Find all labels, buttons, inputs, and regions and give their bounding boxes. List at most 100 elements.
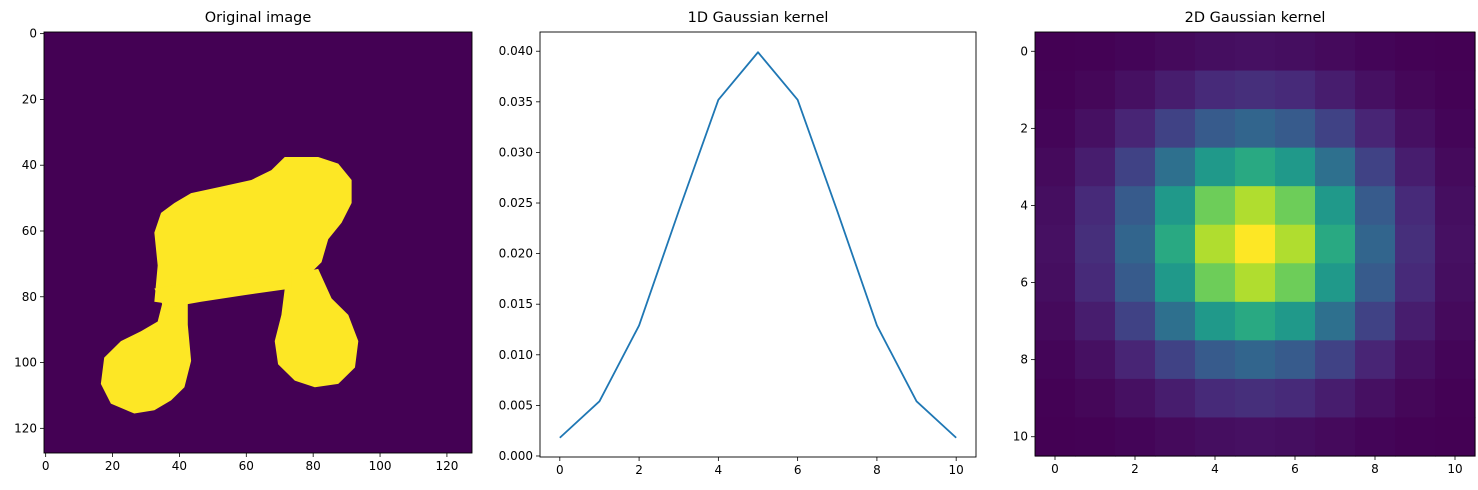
- heatmap-cell: [1355, 224, 1396, 264]
- original-image-title: Original image: [205, 10, 312, 26]
- gaussian-2d-panel: 2D Gaussian kernel 0 2 4 6 8 10 0 2 4 6 8 10: [1013, 10, 1476, 476]
- heatmap-cell: [1115, 186, 1156, 226]
- gaussian-1d-x-tick-label: 2: [635, 463, 643, 477]
- original-image-y-axis: 0 20 40 60 80 100 120: [14, 27, 44, 435]
- heatmap-cell: [1435, 340, 1476, 380]
- gaussian-1d-y-tick-label: 0.030: [499, 145, 533, 159]
- heatmap-cell: [1115, 147, 1156, 187]
- heatmap-cell: [1395, 224, 1436, 264]
- heatmap-cell: [1035, 32, 1076, 72]
- heatmap-cell: [1075, 32, 1116, 72]
- heatmap-cell: [1115, 109, 1156, 149]
- heatmap-cell: [1155, 147, 1196, 187]
- heatmap-cell: [1435, 417, 1476, 457]
- heatmap-cell: [1035, 340, 1076, 380]
- heatmap-cell: [1275, 70, 1316, 110]
- heatmap-cell: [1195, 263, 1236, 303]
- gaussian-2d-x-tick-label: 0: [1051, 462, 1059, 476]
- heatmap-cell: [1155, 32, 1196, 72]
- heatmap-cell: [1035, 147, 1076, 187]
- heatmap-cell: [1355, 32, 1396, 72]
- heatmap-cell: [1115, 263, 1156, 303]
- heatmap-cell: [1035, 378, 1076, 419]
- heatmap-cell: [1075, 109, 1116, 149]
- original-image-x-tick-label: 120: [435, 459, 458, 473]
- gaussian-1d-y-tick-label: 0.005: [499, 398, 533, 412]
- gaussian-1d-plot-area: [540, 32, 976, 457]
- heatmap-cell: [1195, 32, 1236, 72]
- heatmap-cell: [1115, 417, 1156, 457]
- heatmap-cell: [1155, 224, 1196, 264]
- heatmap-cell: [1435, 109, 1476, 149]
- heatmap-cell: [1155, 109, 1196, 149]
- heatmap-cell: [1315, 378, 1356, 419]
- blob-right-bulb: [274, 268, 359, 388]
- heatmap-cell: [1275, 224, 1316, 264]
- gaussian-2d-y-tick-label: 0: [1020, 44, 1028, 58]
- original-image-frame: [43, 31, 473, 454]
- original-image-x-tick-label: 20: [105, 459, 120, 473]
- heatmap-cell: [1075, 70, 1116, 110]
- heatmap-cell: [1395, 417, 1436, 457]
- heatmap-cell: [1235, 301, 1276, 341]
- heatmap-cell: [1115, 70, 1156, 110]
- gaussian-2d-x-tick-label: 2: [1131, 462, 1139, 476]
- heatmap-cell: [1275, 263, 1316, 303]
- heatmap-cell: [1435, 378, 1476, 419]
- blob-bridge: [154, 272, 292, 309]
- heatmap-cell: [1395, 378, 1436, 419]
- original-image-x-tick-label: 100: [369, 459, 392, 473]
- heatmap-cell: [1235, 417, 1276, 457]
- heatmap-cell: [1435, 186, 1476, 226]
- heatmap-cell: [1195, 224, 1236, 264]
- gaussian-1d-title: 1D Gaussian kernel: [688, 10, 829, 26]
- heatmap-cell: [1435, 32, 1476, 72]
- gaussian-2d-y-tick-label: 4: [1020, 198, 1028, 212]
- heatmap-cell: [1035, 417, 1076, 457]
- original-image-x-tick-label: 80: [306, 459, 321, 473]
- heatmap-cell: [1275, 340, 1316, 380]
- heatmap-cell: [1195, 70, 1236, 110]
- heatmap-cell: [1075, 301, 1116, 341]
- heatmap-cell: [1275, 147, 1316, 187]
- gaussian-2d-heatmap: [1035, 32, 1476, 457]
- heatmap-cell: [1155, 340, 1196, 380]
- heatmap-cell: [1075, 340, 1116, 380]
- heatmap-cell: [1395, 340, 1436, 380]
- gaussian-1d-y-tick-label: 0.035: [499, 95, 533, 109]
- blob-main-body: [154, 156, 352, 305]
- heatmap-cell: [1235, 147, 1276, 187]
- heatmap-cell: [1355, 417, 1396, 457]
- gaussian-1d-x-tick-label: 8: [873, 463, 881, 477]
- heatmap-cell: [1035, 186, 1076, 226]
- heatmap-cell: [1235, 70, 1276, 110]
- heatmap-cell: [1155, 378, 1196, 419]
- blob-left-bulb: [100, 291, 192, 414]
- original-image-y-tick-label: 100: [14, 356, 37, 370]
- heatmap-cell: [1035, 263, 1076, 303]
- heatmap-cell: [1395, 301, 1436, 341]
- heatmap-cell: [1035, 224, 1076, 264]
- heatmap-cell: [1275, 301, 1316, 341]
- heatmap-cell: [1355, 70, 1396, 110]
- heatmap-cell: [1395, 147, 1436, 187]
- heatmap-cell: [1075, 186, 1116, 226]
- heatmap-cell: [1195, 417, 1236, 457]
- gaussian-2d-y-tick-label: 6: [1020, 276, 1028, 290]
- gaussian-1d-panel: 1D Gaussian kernel 0 2 4 6 8 10 0.0000.0050.0…: [499, 10, 977, 477]
- original-image-y-tick-label: 80: [22, 290, 37, 304]
- heatmap-cell: [1155, 70, 1196, 110]
- heatmap-cell: [1315, 109, 1356, 149]
- gaussian-1d-y-tick-label: 0.015: [499, 297, 533, 311]
- heatmap-cell: [1435, 147, 1476, 187]
- gaussian-2d-title: 2D Gaussian kernel: [1185, 10, 1326, 26]
- heatmap-cell: [1315, 70, 1356, 110]
- heatmap-cell: [1035, 301, 1076, 341]
- heatmap-cell: [1315, 224, 1356, 264]
- heatmap-cell: [1115, 340, 1156, 380]
- heatmap-cell: [1355, 147, 1396, 187]
- heatmap-cell: [1275, 378, 1316, 419]
- heatmap-cell: [1315, 301, 1356, 341]
- heatmap-cell: [1155, 301, 1196, 341]
- original-image-y-tick-label: 0: [29, 27, 37, 41]
